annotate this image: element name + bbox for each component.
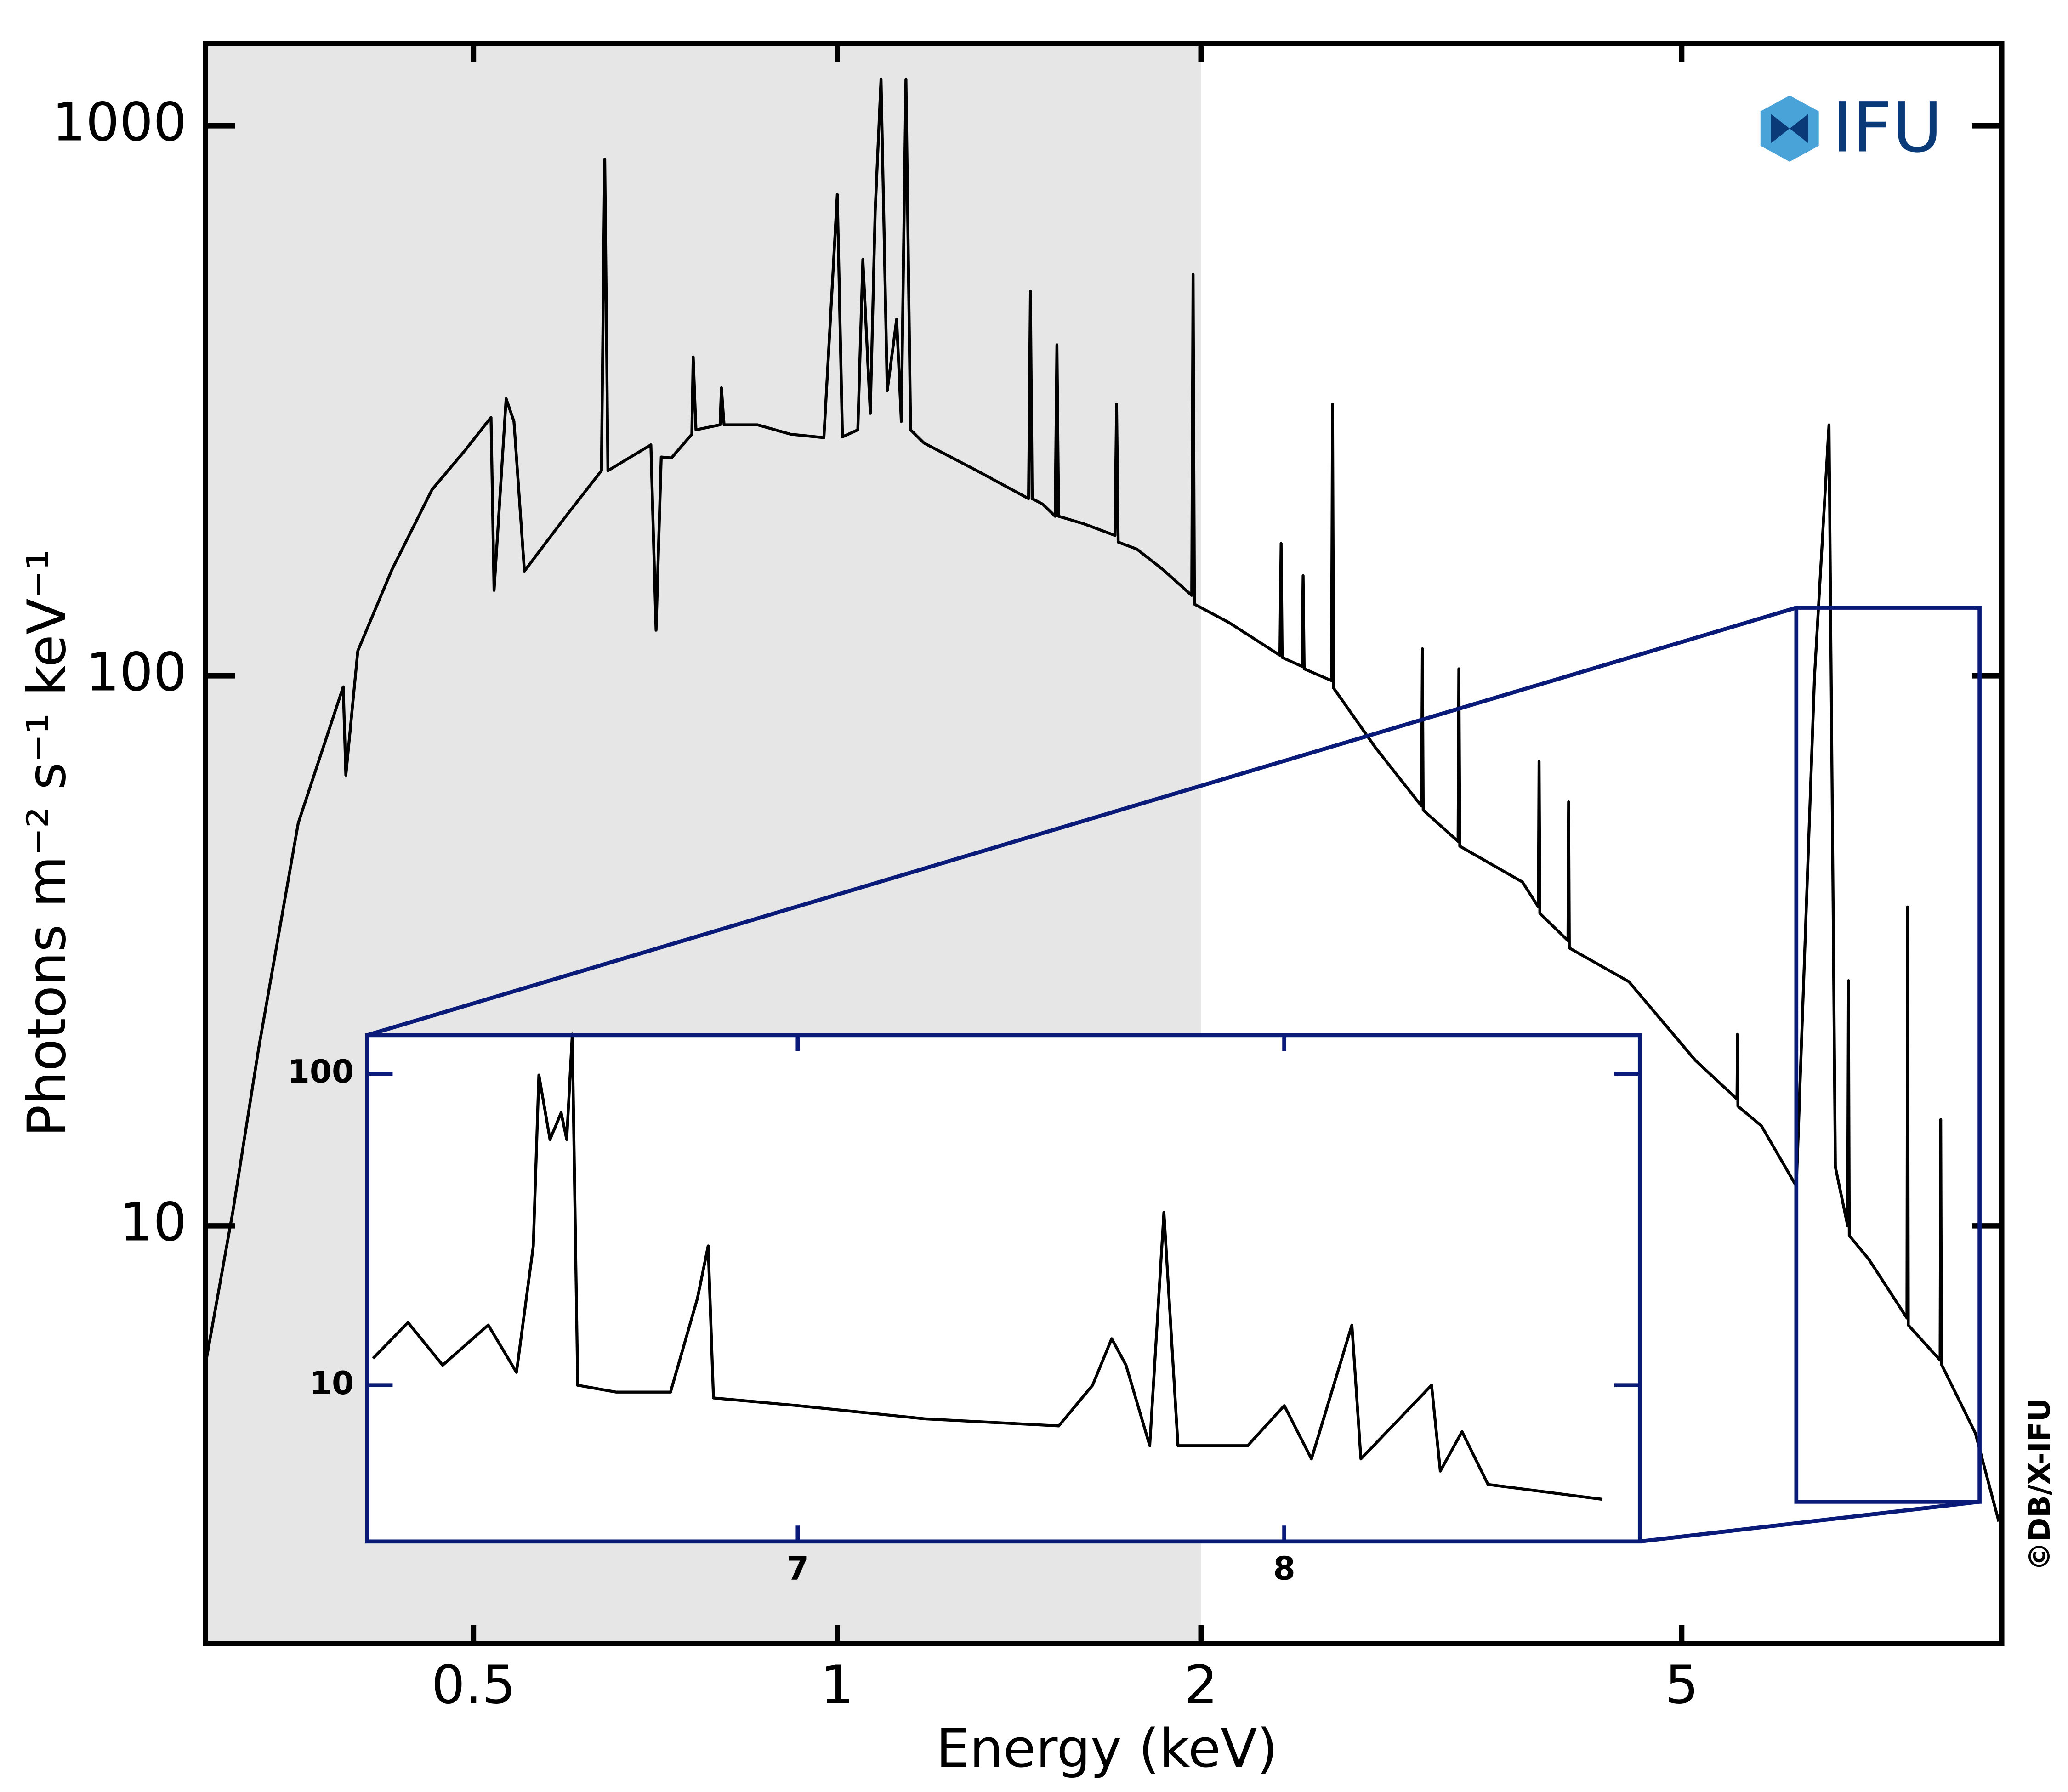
zoom-box xyxy=(1794,606,1982,1504)
plot-frame xyxy=(203,41,2005,1646)
x-tick-label: 8 xyxy=(1273,1550,1295,1587)
x-tick-label: 0.5 xyxy=(432,1655,516,1716)
plot-frame xyxy=(365,1033,1642,1544)
spectrum-line xyxy=(204,78,2000,1522)
spectrum-line xyxy=(372,1032,1603,1501)
plot-layer: 0.5 1 2 5 10 100 1000 7 8 10 100 xyxy=(52,41,2005,1716)
logo-text: IFU xyxy=(1832,88,1943,168)
y-tick-label: 1000 xyxy=(52,92,187,153)
x-tick-label: 1 xyxy=(820,1655,854,1716)
x-axis-label: Energy (keV) xyxy=(936,1718,1278,1780)
zoom-connector xyxy=(366,606,1797,1038)
x-tick-label: 7 xyxy=(787,1550,809,1587)
x-tick-label: 2 xyxy=(1184,1655,1218,1716)
plot: 7 8 10 100 xyxy=(288,1032,1642,1587)
logo: IFU xyxy=(1760,88,1943,168)
y-tick-label: 100 xyxy=(86,642,187,703)
zoom-connector xyxy=(1639,1500,1980,1544)
credit: ©DB/X-IFU xyxy=(2023,1398,2057,1571)
x-tick-label: 5 xyxy=(1665,1655,1699,1716)
plot-area xyxy=(367,1035,1640,1542)
y-axis-label: Photons m⁻² s⁻¹ keV⁻¹ xyxy=(16,549,78,1137)
y-tick-label: 10 xyxy=(119,1192,187,1253)
y-tick-label: 100 xyxy=(288,1054,354,1090)
y-tick-label: 10 xyxy=(310,1365,354,1402)
